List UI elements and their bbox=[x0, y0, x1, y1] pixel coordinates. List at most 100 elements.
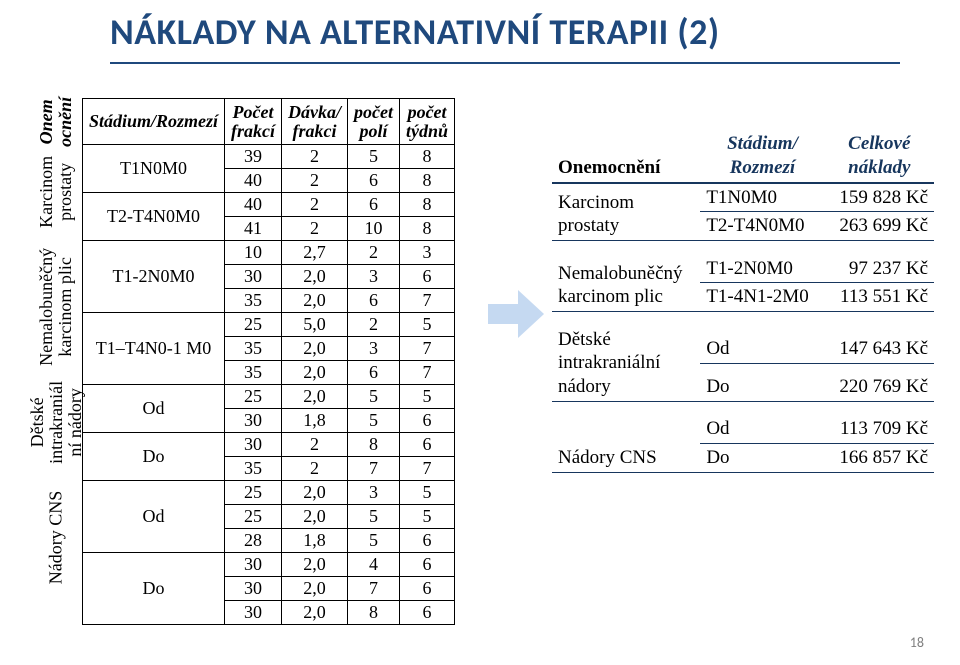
data-cell: 5 bbox=[400, 505, 455, 529]
data-cell: 8 bbox=[400, 193, 455, 217]
data-cell: 35 bbox=[225, 457, 282, 481]
arrow-icon bbox=[488, 290, 544, 338]
data-cell: 30 bbox=[225, 433, 282, 457]
data-cell: 5 bbox=[400, 385, 455, 409]
data-cell: 10 bbox=[225, 241, 282, 265]
data-cell: 5 bbox=[348, 145, 400, 169]
data-cell: 2 bbox=[282, 433, 348, 457]
data-cell: 3 bbox=[348, 337, 400, 361]
summary-label: Dětskéintrakraniálnínádory bbox=[552, 326, 700, 402]
summary-cost: 113 709 Kč bbox=[825, 415, 934, 443]
group-label: Karcinomprostaty bbox=[30, 146, 82, 238]
summary-row: Nemalobuněčnýkarcinom plicT1-2N0M097 237… bbox=[552, 255, 934, 283]
right-header: Onemocnění bbox=[552, 130, 700, 183]
stadium-cell: T1N0M0 bbox=[83, 145, 225, 193]
table-row: Od252,055 bbox=[83, 385, 455, 409]
data-cell: 30 bbox=[225, 577, 282, 601]
right-header: Celkovénáklady bbox=[825, 130, 934, 183]
data-cell: 3 bbox=[348, 481, 400, 505]
data-cell: 4 bbox=[348, 553, 400, 577]
stadium-cell: Od bbox=[83, 385, 225, 433]
left-header: početpolí bbox=[348, 99, 400, 145]
data-cell: 2 bbox=[282, 193, 348, 217]
title-underline bbox=[110, 62, 900, 64]
data-cell: 2,0 bbox=[282, 481, 348, 505]
data-cell: 10 bbox=[348, 217, 400, 241]
table-row: Od252,035 bbox=[83, 481, 455, 505]
summary-row: DětskéintrakraniálnínádoryOd147 643 Kč bbox=[552, 326, 934, 364]
data-cell: 6 bbox=[348, 361, 400, 385]
data-cell: 5 bbox=[348, 385, 400, 409]
group-label: Dětskéintrakraniální nádory bbox=[30, 376, 82, 468]
summary-cost: 166 857 Kč bbox=[825, 444, 934, 473]
summary-stadium: Do bbox=[700, 444, 824, 473]
data-cell: 35 bbox=[225, 337, 282, 361]
summary-stadium: T1N0M0 bbox=[700, 183, 824, 212]
stadium-cell: T1-2N0M0 bbox=[83, 241, 225, 313]
data-cell: 2 bbox=[282, 457, 348, 481]
summary-label: Karcinomprostaty bbox=[552, 183, 700, 241]
table-row: T1N0M039258 bbox=[83, 145, 455, 169]
data-cell: 3 bbox=[400, 241, 455, 265]
data-cell: 6 bbox=[400, 577, 455, 601]
data-cell: 7 bbox=[400, 289, 455, 313]
right-summary-block: OnemocněníStádium/RozmezíCelkovénákladyK… bbox=[552, 130, 934, 473]
summary-cost: 159 828 Kč bbox=[825, 183, 934, 212]
data-cell: 25 bbox=[225, 505, 282, 529]
summary-stadium: T1-4N1-2M0 bbox=[700, 283, 824, 312]
data-cell: 2,0 bbox=[282, 505, 348, 529]
data-cell: 30 bbox=[225, 265, 282, 289]
left-header: Stádium/Rozmezí bbox=[83, 99, 225, 145]
data-cell: 30 bbox=[225, 553, 282, 577]
summary-row: Nádory CNSOd113 709 Kč bbox=[552, 415, 934, 443]
data-cell: 7 bbox=[400, 457, 455, 481]
data-cell: 2,0 bbox=[282, 361, 348, 385]
data-cell: 40 bbox=[225, 169, 282, 193]
stadium-cell: Do bbox=[83, 433, 225, 481]
data-cell: 30 bbox=[225, 601, 282, 625]
data-cell: 2,0 bbox=[282, 289, 348, 313]
data-cell: 6 bbox=[348, 193, 400, 217]
summary-cost: 263 699 Kč bbox=[825, 212, 934, 241]
data-cell: 2,0 bbox=[282, 385, 348, 409]
data-cell: 6 bbox=[400, 265, 455, 289]
left-data-table: Stádium/RozmezíPočetfrakcíDávka/frakcipo… bbox=[82, 98, 455, 625]
group-label: Nádory CNS bbox=[30, 468, 82, 606]
data-cell: 8 bbox=[348, 433, 400, 457]
data-cell: 2 bbox=[282, 217, 348, 241]
data-cell: 40 bbox=[225, 193, 282, 217]
data-cell: 2 bbox=[282, 145, 348, 169]
data-cell: 2,0 bbox=[282, 265, 348, 289]
summary-cost: 220 769 Kč bbox=[825, 363, 934, 401]
data-cell: 6 bbox=[400, 529, 455, 553]
summary-stadium: T2-T4N0M0 bbox=[700, 212, 824, 241]
stadium-cell: T1–T4N0-1 M0 bbox=[83, 313, 225, 385]
data-cell: 2,0 bbox=[282, 337, 348, 361]
data-cell: 2 bbox=[348, 241, 400, 265]
data-cell: 7 bbox=[348, 457, 400, 481]
table-row: T1–T4N0-1 M0255,025 bbox=[83, 313, 455, 337]
left-header: počettýdnů bbox=[400, 99, 455, 145]
data-cell: 25 bbox=[225, 481, 282, 505]
left-header: Dávka/frakci bbox=[282, 99, 348, 145]
data-cell: 6 bbox=[400, 553, 455, 577]
stadium-cell: Do bbox=[83, 553, 225, 625]
data-cell: 25 bbox=[225, 385, 282, 409]
data-cell: 5 bbox=[348, 529, 400, 553]
data-cell: 2,0 bbox=[282, 601, 348, 625]
data-cell: 5 bbox=[400, 481, 455, 505]
data-cell: 6 bbox=[400, 409, 455, 433]
data-cell: 2 bbox=[282, 169, 348, 193]
table-row: T2-T4N0M040268 bbox=[83, 193, 455, 217]
page-number: 18 bbox=[910, 634, 924, 651]
summary-label: Nádory CNS bbox=[552, 415, 700, 472]
table-row: T1-2N0M0102,723 bbox=[83, 241, 455, 265]
data-cell: 25 bbox=[225, 313, 282, 337]
data-cell: 6 bbox=[348, 289, 400, 313]
table-row: Do30286 bbox=[83, 433, 455, 457]
stadium-cell: T2-T4N0M0 bbox=[83, 193, 225, 241]
data-cell: 2,7 bbox=[282, 241, 348, 265]
table-row: Do302,046 bbox=[83, 553, 455, 577]
data-cell: 1,8 bbox=[282, 529, 348, 553]
summary-stadium: Do bbox=[700, 363, 824, 401]
